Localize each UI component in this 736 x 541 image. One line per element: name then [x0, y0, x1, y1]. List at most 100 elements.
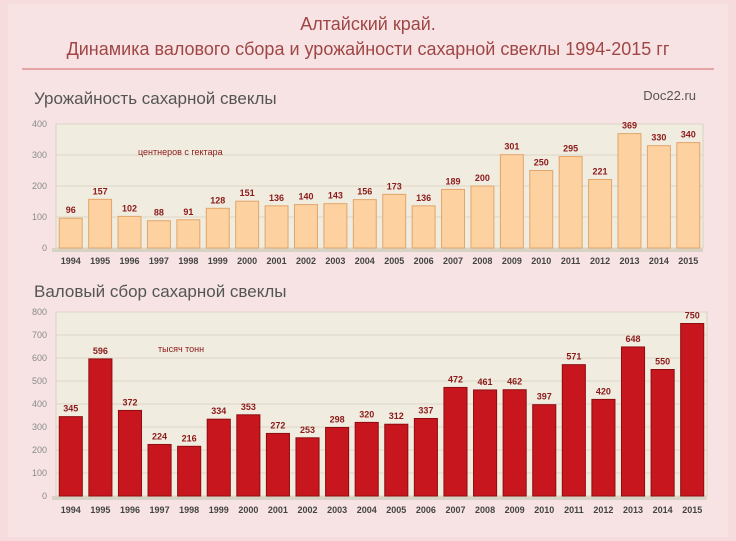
yield-unit-label: центнеров с гектара — [138, 147, 223, 157]
yield-value-label: 136 — [269, 193, 284, 203]
harvest-x-tick-label: 2009 — [505, 505, 525, 515]
yield-x-tick-label: 2009 — [502, 256, 522, 266]
yield-x-tick-label: 1999 — [208, 256, 228, 266]
harvest-value-label: 397 — [537, 392, 552, 402]
harvest-x-tick-label: 2015 — [682, 505, 702, 515]
yield-x-tick-label: 2002 — [296, 256, 316, 266]
yield-y-tick-label: 0 — [42, 243, 47, 253]
harvest-bar — [117, 409, 143, 497]
harvest-bar — [88, 358, 113, 497]
harvest-value-label: 272 — [270, 420, 285, 430]
yield-bar — [558, 156, 583, 249]
harvest-y-tick-label: 200 — [32, 445, 47, 455]
yield-x-tick-label: 2014 — [649, 256, 669, 266]
harvest-x-tick-label: 2007 — [445, 505, 465, 515]
harvest-bar — [58, 416, 83, 497]
yield-x-tick-label: 2011 — [561, 256, 581, 266]
harvest-y-tick-label: 800 — [32, 307, 47, 317]
yield-y-tick-label: 300 — [32, 150, 47, 160]
harvest-x-tick-label: 2005 — [386, 505, 406, 515]
yield-bar — [205, 207, 230, 249]
harvest-bar — [591, 398, 616, 497]
yield-bar — [676, 142, 701, 249]
harvest-x-tick-label: 2003 — [327, 505, 347, 515]
yield-value-label: 91 — [183, 207, 193, 217]
yield-value-label: 96 — [66, 205, 76, 215]
yield-x-tick-label: 1996 — [120, 256, 140, 266]
harvest-value-label: 372 — [122, 397, 137, 407]
harvest-x-tick-label: 2006 — [416, 505, 436, 515]
yield-value-label: 140 — [298, 192, 313, 202]
yield-x-tick-label: 1994 — [61, 256, 81, 266]
harvest-bar — [147, 443, 172, 497]
yield-value-label: 102 — [122, 203, 137, 213]
harvest-value-label: 472 — [448, 374, 463, 384]
yield-x-tick-label: 2001 — [267, 256, 287, 266]
yield-y-tick-label: 200 — [32, 181, 47, 191]
yield-chart-title: Урожайность сахарной свеклы — [34, 89, 277, 108]
yield-value-label: 156 — [357, 187, 372, 197]
yield-x-tick-label: 1998 — [178, 256, 198, 266]
yield-x-tick-label: 2003 — [325, 256, 345, 266]
harvest-x-tick-label: 2014 — [653, 505, 673, 515]
harvest-bar — [295, 437, 320, 497]
harvest-x-tick-label: 2004 — [357, 505, 377, 515]
harvest-bar — [532, 404, 557, 497]
harvest-value-label: 345 — [63, 404, 78, 414]
harvest-x-tick-label: 2000 — [238, 505, 258, 515]
yield-y-tick-label: 100 — [32, 212, 47, 222]
slide-title-line2: Динамика валового сбора и урожайности са… — [66, 39, 670, 59]
harvest-bar — [354, 421, 379, 497]
yield-value-label: 157 — [93, 186, 108, 196]
harvest-x-tick-label: 1996 — [120, 505, 140, 515]
yield-value-label: 301 — [504, 142, 519, 152]
yield-bar — [176, 219, 201, 249]
harvest-value-label: 420 — [596, 386, 611, 396]
harvest-bar — [413, 417, 438, 497]
harvest-bar — [384, 423, 409, 497]
yield-bar — [264, 205, 289, 249]
harvest-value-label: 461 — [478, 377, 493, 387]
harvest-bar — [443, 386, 468, 497]
yield-bar — [235, 200, 260, 249]
yield-value-label: 173 — [387, 181, 402, 191]
harvest-bar — [236, 414, 261, 497]
harvest-value-label: 596 — [93, 346, 108, 356]
yield-bar — [646, 145, 671, 249]
yield-bar — [588, 178, 613, 249]
yield-x-tick-label: 2010 — [531, 256, 551, 266]
yield-value-label: 189 — [446, 176, 461, 186]
yield-bar — [411, 205, 436, 249]
harvest-value-label: 462 — [507, 377, 522, 387]
yield-bar — [499, 154, 524, 249]
yield-x-tick-label: 2007 — [443, 256, 463, 266]
yield-value-label: 369 — [622, 121, 637, 131]
harvest-value-label: 298 — [330, 414, 345, 424]
harvest-x-tick-label: 2008 — [475, 505, 495, 515]
yield-bar — [382, 193, 407, 249]
harvest-value-label: 320 — [359, 409, 374, 419]
harvest-bar — [177, 445, 202, 497]
yield-value-label: 330 — [651, 133, 666, 143]
yield-value-label: 136 — [416, 193, 431, 203]
yield-bar — [146, 220, 171, 249]
harvest-bar — [620, 346, 646, 497]
harvest-x-tick-label: 2013 — [623, 505, 643, 515]
yield-bar — [88, 198, 113, 249]
yield-value-label: 250 — [534, 158, 549, 168]
harvest-x-tick-label: 2011 — [564, 505, 584, 515]
yield-value-label: 221 — [593, 166, 608, 176]
harvest-x-tick-label: 1999 — [209, 505, 229, 515]
harvest-bar — [206, 418, 231, 497]
harvest-floor — [52, 496, 707, 500]
yield-x-tick-label: 1997 — [149, 256, 169, 266]
yield-bar — [617, 133, 642, 249]
harvest-bar — [265, 432, 290, 497]
harvest-bar — [680, 323, 705, 497]
yield-value-label: 143 — [328, 191, 343, 201]
harvest-value-label: 750 — [685, 311, 700, 321]
harvest-value-label: 571 — [566, 352, 581, 362]
harvest-value-label: 216 — [182, 433, 197, 443]
harvest-bar — [325, 426, 350, 497]
